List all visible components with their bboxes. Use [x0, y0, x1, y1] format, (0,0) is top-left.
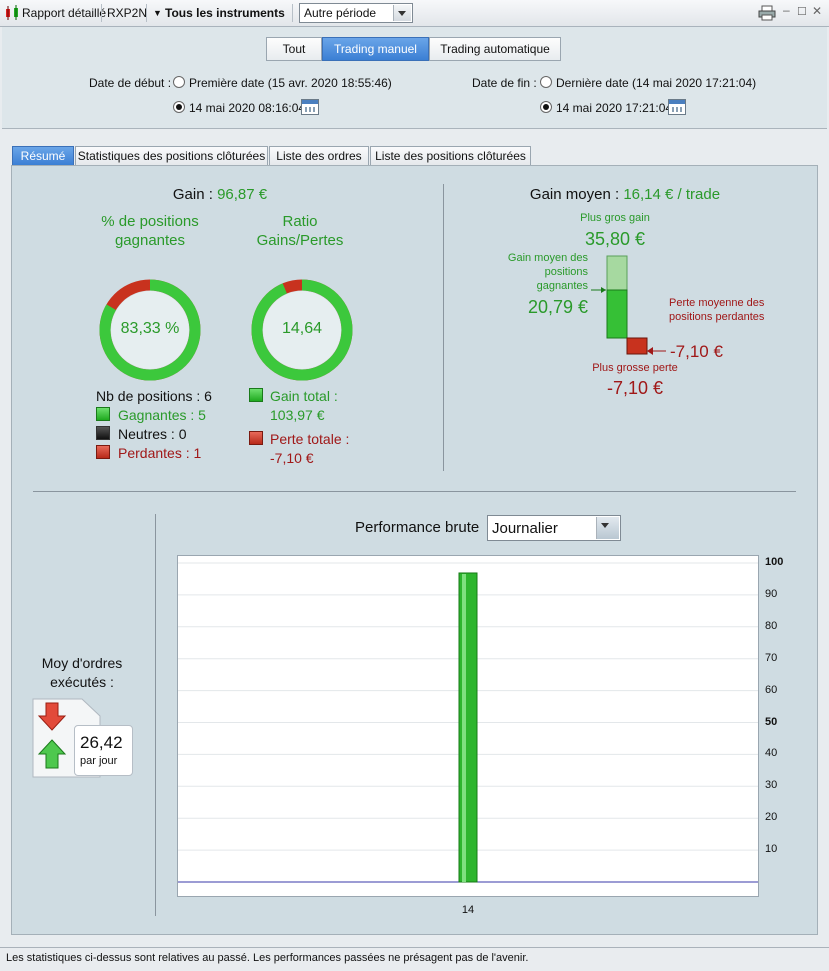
orders-title: Moy d'ordres exécutés :	[41, 655, 123, 690]
avg-win-value: 20,79 €	[527, 297, 588, 317]
avg-loss-label: Perte moyenne des positions perdantes	[669, 297, 765, 323]
start-calendar-icon[interactable]	[301, 99, 319, 115]
y-tick-label: 30	[765, 779, 778, 792]
tab-orders[interactable]: Liste des ordres	[269, 146, 369, 165]
loss-total-value: -7,10 €	[270, 450, 314, 466]
max-loss-label: Plus grosse perte	[592, 362, 678, 374]
max-gain-value: 35,80 €	[584, 229, 646, 249]
start-first-radio[interactable]	[173, 76, 185, 88]
performance-chart	[178, 562, 758, 883]
segment-all[interactable]: Tout	[266, 37, 322, 61]
disclaimer-text: Les statistiques ci-dessus sont relative…	[6, 952, 529, 964]
x-tick-label: 14	[461, 904, 475, 916]
avg-win-label: Gain moyen des positions gagnantes	[507, 252, 588, 292]
neutral-swatch	[96, 426, 110, 440]
ratio-title: Ratio Gains/Pertes	[256, 213, 344, 249]
ratio-value: 14,64	[281, 320, 323, 337]
end-date-label: Date de fin :	[472, 76, 537, 90]
gain-heading: Gain : 96,87 €	[172, 186, 268, 203]
tab-resume[interactable]: Résumé	[12, 146, 74, 165]
y-tick-label: 10	[765, 843, 778, 856]
end-calendar-icon[interactable]	[668, 99, 686, 115]
tab-closed-list[interactable]: Liste des positions clôturées	[370, 146, 531, 165]
account-label[interactable]: RXP2N	[107, 6, 148, 20]
losers-count: Perdantes : 1	[118, 445, 202, 461]
losers-swatch	[96, 445, 110, 459]
avg-gain-diagram	[591, 255, 648, 355]
vertical-divider	[443, 184, 444, 471]
ratio-donut	[251, 279, 353, 381]
y-tick-label: 70	[765, 651, 778, 664]
avg-loss-value: -7,10 €	[670, 342, 723, 361]
y-tick-label: 40	[765, 747, 778, 760]
gain-total-label: Gain total :	[270, 388, 338, 404]
orders-value: 26,42	[80, 733, 123, 752]
dropdown-arrow-icon[interactable]: ▼	[153, 8, 162, 18]
end-last-radio[interactable]	[540, 76, 552, 88]
maximize-icon[interactable]: ☐	[797, 6, 807, 18]
start-first-label: Première date (15 avr. 2020 18:55:46)	[189, 76, 392, 90]
nb-positions: Nb de positions : 6	[96, 388, 212, 404]
close-icon[interactable]: ✕	[812, 4, 823, 18]
tab-closed-stats[interactable]: Statistiques des positions clôturées	[75, 146, 268, 165]
footer-bar: Les statistiques ci-dessus sont relative…	[0, 947, 829, 971]
winners-swatch	[96, 407, 110, 421]
candlestick-icon	[6, 5, 18, 20]
start-date-label: Date de début :	[89, 76, 172, 90]
winners-count: Gagnantes : 5	[118, 407, 206, 423]
horizontal-divider	[33, 491, 796, 492]
loss-total-swatch	[249, 431, 263, 445]
chart-bar-highlight	[462, 573, 466, 882]
performance-title: Performance brute	[355, 519, 480, 536]
loss-total-label: Perte totale :	[270, 431, 350, 447]
gain-total-swatch	[249, 388, 263, 402]
start-custom-radio[interactable]	[173, 101, 185, 113]
instruments-selector[interactable]: Tous les instruments	[165, 6, 285, 20]
segment-manual[interactable]: Trading manuel	[322, 37, 429, 61]
end-custom-date[interactable]: 14 mai 2020 17:21:04	[556, 101, 673, 115]
orders-value-card	[74, 725, 133, 776]
y-tick-label: 90	[765, 587, 778, 600]
avg-gain-heading: Gain moyen : 16,14 € / trade	[529, 186, 721, 203]
performance-period-select[interactable]: Journalier	[487, 515, 621, 541]
chart-bar[interactable]	[458, 572, 478, 883]
pct-title: % de positions gagnantes	[101, 213, 199, 249]
segment-auto[interactable]: Trading automatique	[429, 37, 561, 61]
orders-unit: par jour	[80, 755, 118, 767]
y-tick-label: 60	[765, 683, 778, 696]
period-select[interactable]: Autre période	[299, 3, 413, 23]
y-tick-label: 50	[765, 715, 778, 728]
y-tick-label: 100	[765, 556, 784, 568]
end-custom-radio[interactable]	[540, 101, 552, 113]
y-tick-label: 80	[765, 619, 778, 632]
end-last-label: Dernière date (14 mai 2020 17:21:04)	[556, 76, 757, 90]
pct-donut	[99, 279, 201, 381]
neutral-count: Neutres : 0	[118, 426, 187, 442]
max-gain-label: Plus gros gain	[580, 212, 650, 224]
vertical-divider-bottom	[155, 514, 156, 916]
toolbar: Rapport détaillé RXP2N ▼ Tous les instru…	[0, 0, 829, 27]
max-loss-value: -7,10 €	[606, 378, 664, 398]
pct-value: 83,33 %	[120, 320, 180, 337]
start-custom-date[interactable]: 14 mai 2020 08:16:04	[189, 101, 306, 115]
gain-total-value: 103,97 €	[270, 407, 325, 423]
minimize-icon[interactable]: –	[783, 3, 790, 17]
report-label[interactable]: Rapport détaillé	[22, 6, 107, 20]
print-icon[interactable]	[758, 5, 776, 21]
arrow-left-icon	[647, 347, 666, 355]
y-tick-label: 20	[765, 811, 778, 824]
